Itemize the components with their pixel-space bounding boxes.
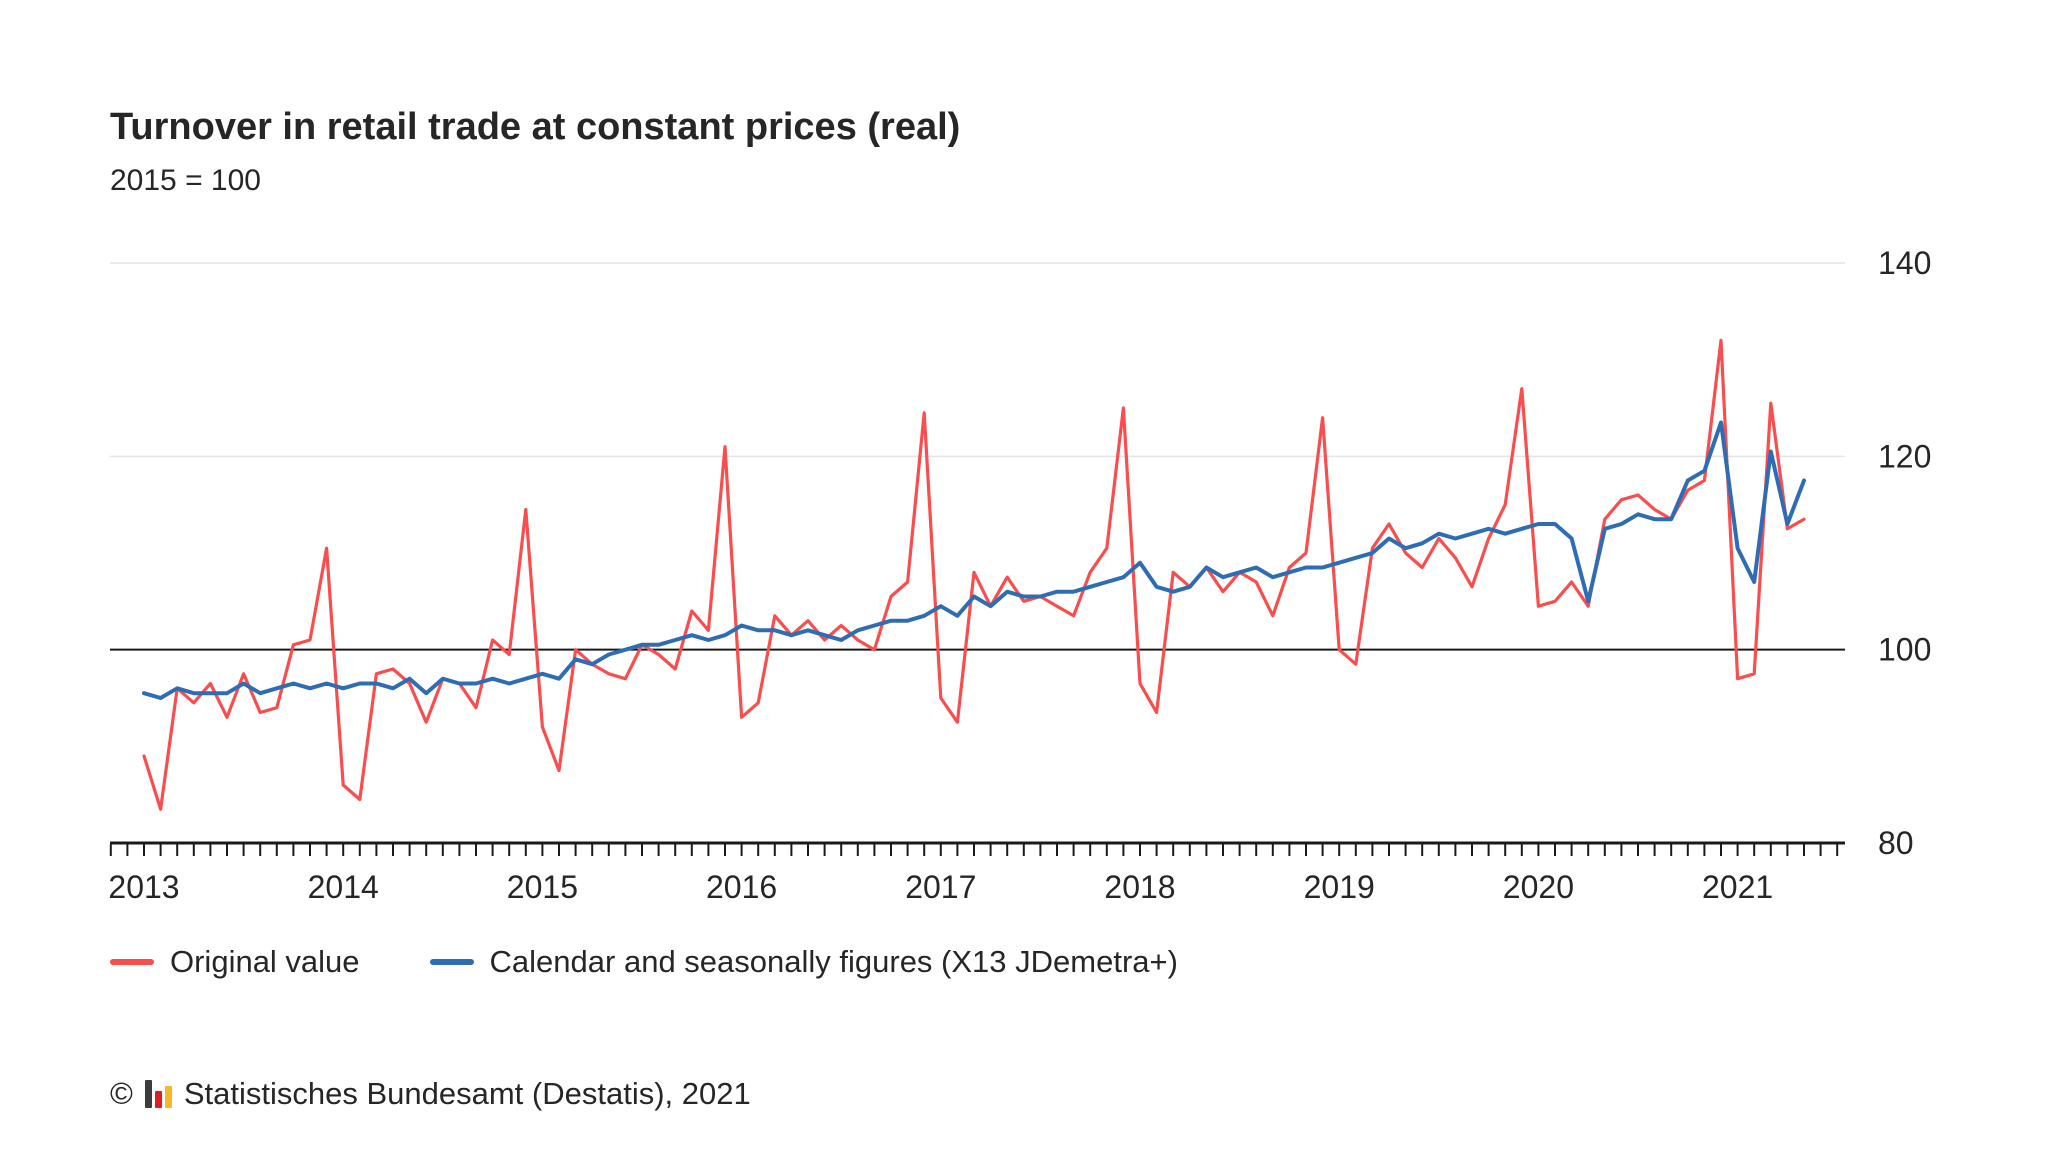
legend-label-seasonal-value: Calendar and seasonally figures (X13 JDe… [489,944,1178,979]
legend-swatch-red [110,959,154,965]
svg-text:80: 80 [1878,825,1914,861]
source-text: Statistisches Bundesamt (Destatis), 2021 [183,1076,751,1111]
chart-legend: Original value Calendar and seasonally f… [110,944,1178,980]
svg-text:2020: 2020 [1503,869,1574,905]
source-line: © Statistisches Bundesamt (Destatis), 20… [110,1076,751,1112]
svg-text:2014: 2014 [308,869,379,905]
legend-label-original-value: Original value [170,944,360,979]
svg-text:2021: 2021 [1702,869,1773,905]
svg-text:2013: 2013 [108,869,179,905]
legend-swatch-blue [429,959,474,965]
legend-item-original-value[interactable]: Original value [110,944,360,980]
svg-text:2016: 2016 [706,869,777,905]
copyright-symbol: © [110,1076,133,1111]
chart-subtitle: 2015 = 100 [110,163,261,197]
svg-text:2017: 2017 [905,869,976,905]
chart-header: Turnover in retail trade at constant pri… [110,106,960,198]
destatis-bar-chart-logo-icon [144,1080,172,1108]
svg-text:120: 120 [1878,438,1931,474]
chart-title: Turnover in retail trade at constant pri… [110,106,961,148]
svg-text:2018: 2018 [1104,869,1175,905]
svg-text:2019: 2019 [1304,869,1375,905]
svg-text:100: 100 [1878,632,1931,668]
legend-item-seasonal-value[interactable]: Calendar and seasonally figures (X13 JDe… [429,944,1178,980]
svg-text:140: 140 [1878,245,1931,281]
svg-text:2015: 2015 [507,869,578,905]
